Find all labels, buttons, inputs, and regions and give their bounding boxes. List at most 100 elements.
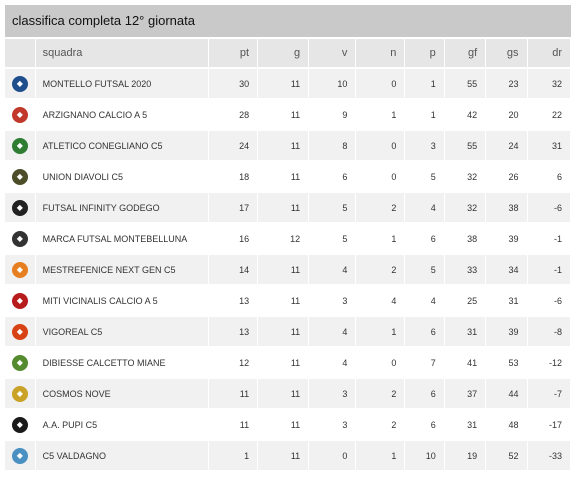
table-row[interactable]: ◆ MITI VICINALIS CALCIO A 5 13 11 3 4 4 25 31 -6	[5, 286, 571, 315]
stat-g: 11	[258, 162, 310, 191]
arzignano-logo-icon: ◆	[11, 106, 28, 123]
stat-gs: 26	[486, 162, 528, 191]
team-name[interactable]: MONTELLO FUTSAL 2020	[35, 69, 209, 98]
stat-dr: -17	[527, 410, 571, 439]
header-logo-cell	[5, 39, 36, 67]
stat-p: 1	[405, 100, 445, 129]
stat-gs: 20	[486, 100, 528, 129]
stat-n: 0	[356, 69, 406, 98]
stat-gs: 53	[486, 348, 528, 377]
team-name[interactable]: A.A. PUPI C5	[35, 410, 209, 439]
stat-n: 1	[356, 224, 406, 253]
stat-p: 6	[405, 379, 445, 408]
stat-p: 4	[405, 286, 445, 315]
stat-p: 4	[405, 193, 445, 222]
stat-v: 8	[309, 131, 357, 160]
stat-n: 2	[356, 410, 406, 439]
team-name[interactable]: DIBIESSE CALCETTO MIANE	[35, 348, 209, 377]
stat-g: 11	[258, 379, 310, 408]
stat-pt: 13	[208, 286, 259, 315]
table-row[interactable]: ◆ MESTREFENICE NEXT GEN C5 14 11 4 2 5 33 34 -1	[5, 255, 571, 284]
stat-gf: 38	[444, 224, 487, 253]
stat-n: 0	[356, 131, 406, 160]
team-logo-cell: ◆	[5, 224, 36, 253]
stat-gf: 55	[444, 69, 487, 98]
stat-gs: 34	[486, 255, 528, 284]
stat-n: 1	[356, 317, 406, 346]
stat-v: 4	[309, 317, 357, 346]
team-name[interactable]: ATLETICO CONEGLIANO C5	[35, 131, 209, 160]
table-row[interactable]: ◆ VIGOREAL C5 13 11 4 1 6 31 39 -8	[5, 317, 571, 346]
stat-gf: 19	[444, 441, 487, 470]
team-name[interactable]: MARCA FUTSAL MONTEBELLUNA	[35, 224, 209, 253]
stat-dr: 32	[527, 69, 571, 98]
team-name[interactable]: ARZIGNANO CALCIO A 5	[35, 100, 209, 129]
table-row[interactable]: ◆ DIBIESSE CALCETTO MIANE 12 11 4 0 7 41 53 -12	[5, 348, 571, 377]
team-logo-cell: ◆	[5, 379, 36, 408]
table-row[interactable]: ◆ MARCA FUTSAL MONTEBELLUNA 16 12 5 1 6 38 39 -1	[5, 224, 571, 253]
montello-logo-icon: ◆	[11, 75, 28, 92]
table-row[interactable]: ◆ COSMOS NOVE 11 11 3 2 6 37 44 -7	[5, 379, 571, 408]
stat-n: 2	[356, 193, 406, 222]
team-logo-cell: ◆	[5, 193, 36, 222]
stat-dr: 6	[527, 162, 571, 191]
stat-gs: 48	[486, 410, 528, 439]
stat-v: 3	[309, 410, 357, 439]
table-row[interactable]: ◆ A.A. PUPI C5 11 11 3 2 6 31 48 -17	[5, 410, 571, 439]
stat-v: 5	[309, 224, 357, 253]
team-logo-cell: ◆	[5, 255, 36, 284]
header-v: v	[309, 39, 357, 67]
team-name[interactable]: C5 VALDAGNO	[35, 441, 209, 470]
team-name[interactable]: COSMOS NOVE	[35, 379, 209, 408]
table-row[interactable]: ◆ ARZIGNANO CALCIO A 5 28 11 9 1 1 42 20 22	[5, 100, 571, 129]
stat-pt: 11	[208, 410, 259, 439]
stat-pt: 30	[208, 69, 259, 98]
team-name[interactable]: MITI VICINALIS CALCIO A 5	[35, 286, 209, 315]
stat-p: 10	[405, 441, 445, 470]
stat-v: 3	[309, 379, 357, 408]
stat-g: 11	[258, 69, 310, 98]
stat-gs: 39	[486, 317, 528, 346]
stat-gf: 31	[444, 317, 487, 346]
stat-dr: -6	[527, 286, 571, 315]
dibiesse-logo-icon: ◆	[11, 354, 28, 371]
stat-dr: 22	[527, 100, 571, 129]
vigoreal-logo-icon: ◆	[11, 323, 28, 340]
stat-gf: 25	[444, 286, 487, 315]
stat-pt: 17	[208, 193, 259, 222]
stat-g: 11	[258, 100, 310, 129]
team-name[interactable]: UNION DIAVOLI C5	[35, 162, 209, 191]
team-logo-cell: ◆	[5, 441, 36, 470]
team-name[interactable]: VIGOREAL C5	[35, 317, 209, 346]
team-logo-cell: ◆	[5, 162, 36, 191]
stat-n: 0	[356, 162, 406, 191]
stat-p: 5	[405, 255, 445, 284]
conegliano-logo-icon: ◆	[11, 137, 28, 154]
team-name[interactable]: FUTSAL INFINITY GODEGO	[35, 193, 209, 222]
stat-p: 6	[405, 224, 445, 253]
table-row[interactable]: ◆ UNION DIAVOLI C5 18 11 6 0 5 32 26 6	[5, 162, 571, 191]
stat-pt: 16	[208, 224, 259, 253]
stat-g: 11	[258, 348, 310, 377]
stat-dr: -8	[527, 317, 571, 346]
table-row[interactable]: ◆ ATLETICO CONEGLIANO C5 24 11 8 0 3 55 24 31	[5, 131, 571, 160]
stat-gf: 32	[444, 162, 487, 191]
table-row[interactable]: ◆ C5 VALDAGNO 1 11 0 1 10 19 52 -33	[5, 441, 571, 470]
stat-g: 11	[258, 317, 310, 346]
table-row[interactable]: ◆ MONTELLO FUTSAL 2020 30 11 10 0 1 55 23 32	[5, 69, 571, 98]
miti-logo-icon: ◆	[11, 292, 28, 309]
table-row[interactable]: ◆ FUTSAL INFINITY GODEGO 17 11 5 2 4 32 38 -6	[5, 193, 571, 222]
stat-dr: -33	[527, 441, 571, 470]
standings-widget: classifica completa 12° giornata squadra…	[5, 5, 571, 472]
stat-v: 6	[309, 162, 357, 191]
stat-gf: 31	[444, 410, 487, 439]
team-name[interactable]: MESTREFENICE NEXT GEN C5	[35, 255, 209, 284]
stat-p: 1	[405, 69, 445, 98]
stat-p: 6	[405, 317, 445, 346]
stat-gs: 52	[486, 441, 528, 470]
stat-g: 11	[258, 410, 310, 439]
infinity-logo-icon: ◆	[11, 199, 28, 216]
team-logo-cell: ◆	[5, 317, 36, 346]
team-logo-cell: ◆	[5, 348, 36, 377]
header-n: n	[356, 39, 406, 67]
